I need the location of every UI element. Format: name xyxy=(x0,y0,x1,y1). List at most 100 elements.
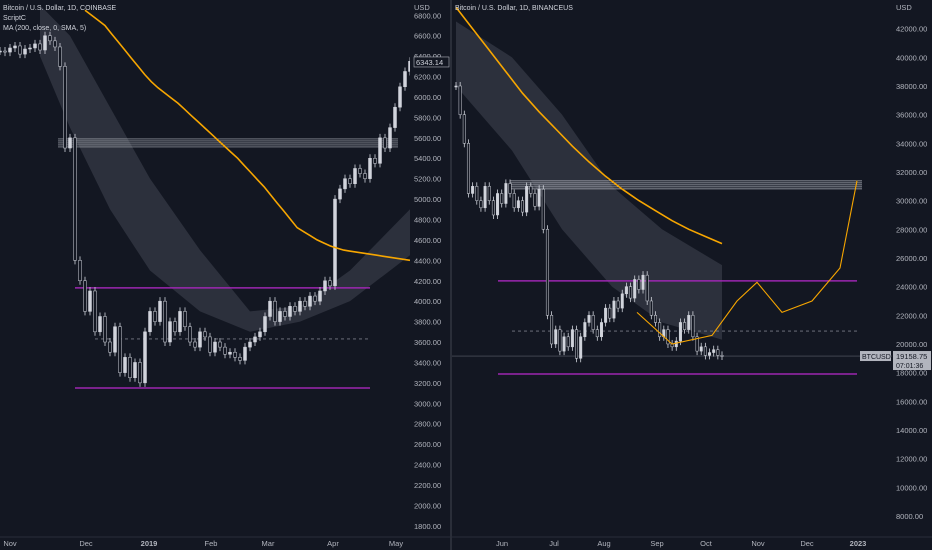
price-candle-body xyxy=(48,35,52,42)
y-tick-label: 4800.00 xyxy=(414,216,441,225)
y-tick-label: 3000.00 xyxy=(414,399,441,408)
price-candle-body xyxy=(475,186,479,201)
panel-divider[interactable] xyxy=(450,0,452,550)
price-candle-body xyxy=(138,362,142,384)
x-tick-label: Oct xyxy=(700,539,713,548)
x-tick-label: Nov xyxy=(751,539,765,548)
price-candle-body xyxy=(118,326,122,373)
price-candle-body xyxy=(558,329,562,352)
price-candle-body xyxy=(537,188,541,207)
y-tick-label: 6400.00 xyxy=(414,52,441,61)
price-candle-body xyxy=(458,85,462,115)
price-candle-body xyxy=(695,336,699,352)
last-price-tag[interactable] xyxy=(893,351,931,371)
y-tick-label: 2000.00 xyxy=(414,501,441,510)
price-candle-body xyxy=(496,193,500,216)
y-tick-label: 12000.00 xyxy=(896,455,927,464)
price-candle-body xyxy=(183,311,187,327)
price-candle-body xyxy=(0,50,2,53)
y-tick-label: 6000.00 xyxy=(414,93,441,102)
price-candle-body xyxy=(599,322,603,338)
ma-line[interactable] xyxy=(455,6,723,245)
price-candle-body xyxy=(323,280,327,292)
price-candle-body xyxy=(554,329,558,345)
price-candle-body xyxy=(203,331,207,338)
price-candle-body xyxy=(595,329,599,338)
price-candle-body xyxy=(612,300,616,319)
price-candle-body xyxy=(383,137,387,149)
price-candle-body xyxy=(566,336,570,348)
left-chart-panel[interactable]: 6800.00 6600.00 6400.00 6200.00 6000.00 5800.… xyxy=(0,0,450,550)
right-symbol-title[interactable]: Bitcoin / U.S. Dollar, 1D, BINANCEUS xyxy=(455,5,573,12)
price-candle-body xyxy=(691,315,695,338)
price-candle-body xyxy=(483,186,487,209)
x-tick-label: Dec xyxy=(800,539,814,548)
y-tick-label: 4600.00 xyxy=(414,236,441,245)
price-candle-body xyxy=(13,45,17,49)
price-candle-body xyxy=(529,186,533,194)
price-candle-body xyxy=(268,300,272,317)
projection-curve[interactable] xyxy=(636,180,858,345)
y-tick-label: 6200.00 xyxy=(414,73,441,82)
left-chart[interactable]: 6800.00 6600.00 6400.00 6200.00 6000.00 5800.… xyxy=(0,0,450,550)
last-price-tag[interactable] xyxy=(413,56,450,68)
price-candle-body xyxy=(674,340,678,348)
price-candle-body xyxy=(562,336,566,352)
price-candle-body xyxy=(128,357,132,379)
price-candle-body xyxy=(243,346,247,361)
price-candle-body xyxy=(98,316,102,333)
price-candle-body xyxy=(18,45,22,55)
price-candle-body xyxy=(173,321,177,333)
y-tick-label: 4000.00 xyxy=(414,297,441,306)
price-candle-body xyxy=(579,336,583,359)
price-candle-body xyxy=(218,341,222,348)
y-tick-label: 16000.00 xyxy=(896,397,927,406)
left-indicator-ma[interactable]: MA (200, close, 0, SMA, 5) xyxy=(3,25,87,32)
y-tick-label: 28000.00 xyxy=(896,225,927,234)
price-candle-body xyxy=(83,280,87,312)
y-tick-label: 2600.00 xyxy=(414,440,441,449)
price-candle-body xyxy=(153,311,157,322)
price-candle-body xyxy=(491,200,495,216)
price-candle-body xyxy=(108,341,112,353)
price-candle-body xyxy=(168,321,172,343)
y-tick-label: 3400.00 xyxy=(414,358,441,367)
y-tick-label: 3600.00 xyxy=(414,338,441,347)
y-tick-label: 2800.00 xyxy=(414,420,441,429)
y-tick-label: 24000.00 xyxy=(896,283,927,292)
price-candle-body xyxy=(525,186,529,213)
left-indicator-scriptc[interactable]: ScriptC xyxy=(3,15,26,22)
price-candle-body xyxy=(604,307,608,323)
price-candle-body xyxy=(373,157,377,164)
y-tick-label: 1800.00 xyxy=(414,522,441,531)
price-candle-body xyxy=(158,300,162,322)
price-candle-body xyxy=(624,286,628,295)
price-candle-body xyxy=(198,331,202,348)
symbol-tag-label: BTCUSD xyxy=(862,354,891,361)
price-candle-body xyxy=(683,322,687,330)
price-candle-body xyxy=(43,35,47,51)
price-candle-body xyxy=(123,357,127,373)
price-candle-body xyxy=(73,137,77,261)
price-candle-body xyxy=(512,193,516,209)
price-candle-body xyxy=(343,178,347,190)
right-chart[interactable]: 42000.00 40000.00 38000.00 36000.00 34000.00… xyxy=(452,0,932,550)
price-candle-body xyxy=(500,193,504,204)
symbol-tag[interactable] xyxy=(860,351,891,362)
price-candle-body xyxy=(645,274,649,302)
price-candle-body xyxy=(333,198,337,287)
price-candle-body xyxy=(233,351,237,358)
right-chart-panel[interactable]: 42000.00 40000.00 38000.00 36000.00 34000.00… xyxy=(452,0,932,550)
y-tick-label: 34000.00 xyxy=(896,139,927,148)
price-candle-body xyxy=(23,48,27,55)
y-tick-label: 40000.00 xyxy=(896,53,927,62)
price-candle-body xyxy=(504,183,508,204)
ma-line[interactable] xyxy=(84,9,411,262)
price-candle-body xyxy=(328,280,332,287)
price-axis[interactable] xyxy=(410,0,450,550)
x-tick-label: Jul xyxy=(549,539,559,548)
price-candle-body xyxy=(273,300,277,322)
price-candle-body xyxy=(620,293,624,309)
left-symbol-title[interactable]: Bitcoin / U.S. Dollar, 1D, COINBASE xyxy=(3,5,117,12)
price-axis[interactable] xyxy=(892,0,932,550)
